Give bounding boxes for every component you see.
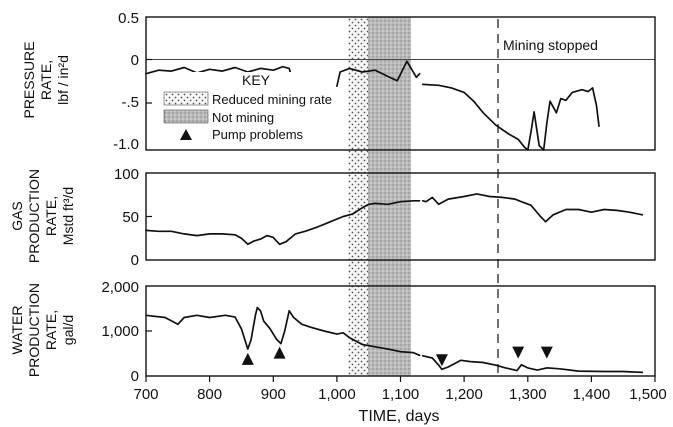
x-tick-marks	[145, 376, 656, 382]
water-ylabel-line-3: RATE,	[43, 310, 59, 350]
pressure-ylabel-line-2: RATE,	[38, 60, 54, 100]
pressure-plot-frame	[145, 16, 656, 151]
gas-ylabel-line-2: PRODUCTION	[26, 169, 42, 263]
gas-yticks: 100 50 0	[114, 166, 139, 269]
x-tick-label: 1,400	[573, 386, 611, 403]
key-swatch-not-mining	[163, 109, 209, 124]
water-yticks: 2,000 1,000 0	[101, 279, 139, 385]
gas-line-segment-2	[421, 193, 644, 223]
mining-stopped-annotation: Mining stopped	[497, 19, 598, 376]
key-label-reduced-mining: Reduced mining rate	[212, 92, 332, 107]
pump-problem-marker	[241, 352, 254, 365]
y-tick-label: 100	[114, 166, 139, 183]
mining-stopped-label: Mining stopped	[503, 37, 598, 53]
key-label-pump-problems: Pump problems	[212, 127, 304, 142]
pump-problem-marker	[512, 346, 525, 359]
pressure-series	[145, 60, 600, 151]
water-ylabel-line-4: gal/d	[60, 315, 76, 345]
x-tick-label: 700	[133, 386, 158, 403]
key-background	[160, 72, 336, 146]
pressure-ylabel-line-3: lbf / in²d	[55, 55, 71, 105]
x-axis: 700 800 900 1,000 1,100 1,200 1,300 1,40…	[133, 376, 667, 425]
pressure-ylabel-line-1: PRESSURE	[21, 41, 37, 118]
y-tick-label: 0	[131, 252, 139, 269]
key-swatch-reduced-mining	[163, 91, 209, 106]
water-line-segment-2	[421, 354, 644, 374]
x-tick-label: 1,200	[445, 386, 483, 403]
water-line-segment-1	[145, 306, 421, 357]
panel-pressure: PRESSURE RATE, lbf / in²d 0.5 0 -.5 -1.0…	[21, 10, 656, 376]
panel-water: WATER PRODUCTION RATE, gal/d 2,000 1,000…	[9, 279, 656, 385]
pump-problem-markers	[241, 346, 553, 367]
key-title: KEY	[242, 72, 271, 88]
y-tick-label: 0	[131, 368, 139, 385]
water-ylabel-line-1: WATER	[9, 306, 25, 355]
pressure-ytick-marks	[146, 58, 152, 104]
y-tick-label: -1.0	[113, 136, 139, 153]
pressure-line-segment-3	[421, 83, 600, 151]
y-tick-label: 0	[131, 52, 139, 69]
x-tick-label: 800	[197, 386, 222, 403]
gas-line-segment-1	[145, 199, 421, 246]
pressure-yticks: 0.5 0 -.5 -1.0	[113, 10, 139, 153]
x-tick-label: 900	[261, 386, 286, 403]
x-tick-labels: 700 800 900 1,000 1,100 1,200 1,300 1,40…	[133, 386, 666, 403]
y-tick-label: 50	[122, 209, 139, 226]
water-series	[145, 306, 644, 374]
x-tick-label: 1,100	[382, 386, 420, 403]
y-tick-label: -.5	[121, 94, 139, 111]
pressure-line-segment-1	[145, 65, 297, 91]
pump-problem-marker	[540, 346, 553, 359]
key: KEY Reduced mining rate Not mining Pump …	[160, 72, 336, 146]
pump-problem-marker	[435, 354, 448, 367]
gas-ylabel-line-4: Mstd ft³/d	[60, 187, 76, 245]
key-label-not-mining: Not mining	[212, 110, 274, 125]
gas-ylabel-line-1: GAS	[9, 201, 25, 231]
x-axis-title: TIME, days	[359, 408, 440, 425]
y-tick-label: 2,000	[101, 279, 139, 296]
y-tick-label: 1,000	[101, 323, 139, 340]
x-tick-label: 1,000	[318, 386, 356, 403]
x-tick-label: 1,500	[629, 386, 667, 403]
gas-series	[145, 193, 644, 246]
pump-problem-marker	[273, 346, 286, 359]
water-ylabel-line-2: PRODUCTION	[26, 283, 42, 377]
key-triangle-icon	[180, 129, 192, 140]
gas-ylabel-line-3: RATE,	[43, 196, 59, 236]
pressure-line-segment-2	[336, 60, 421, 88]
panel-gas: GAS PRODUCTION RATE, Mstd ft³/d 100 50 0	[9, 166, 656, 269]
x-tick-label: 1,300	[509, 386, 547, 403]
y-tick-label: 0.5	[118, 10, 139, 27]
